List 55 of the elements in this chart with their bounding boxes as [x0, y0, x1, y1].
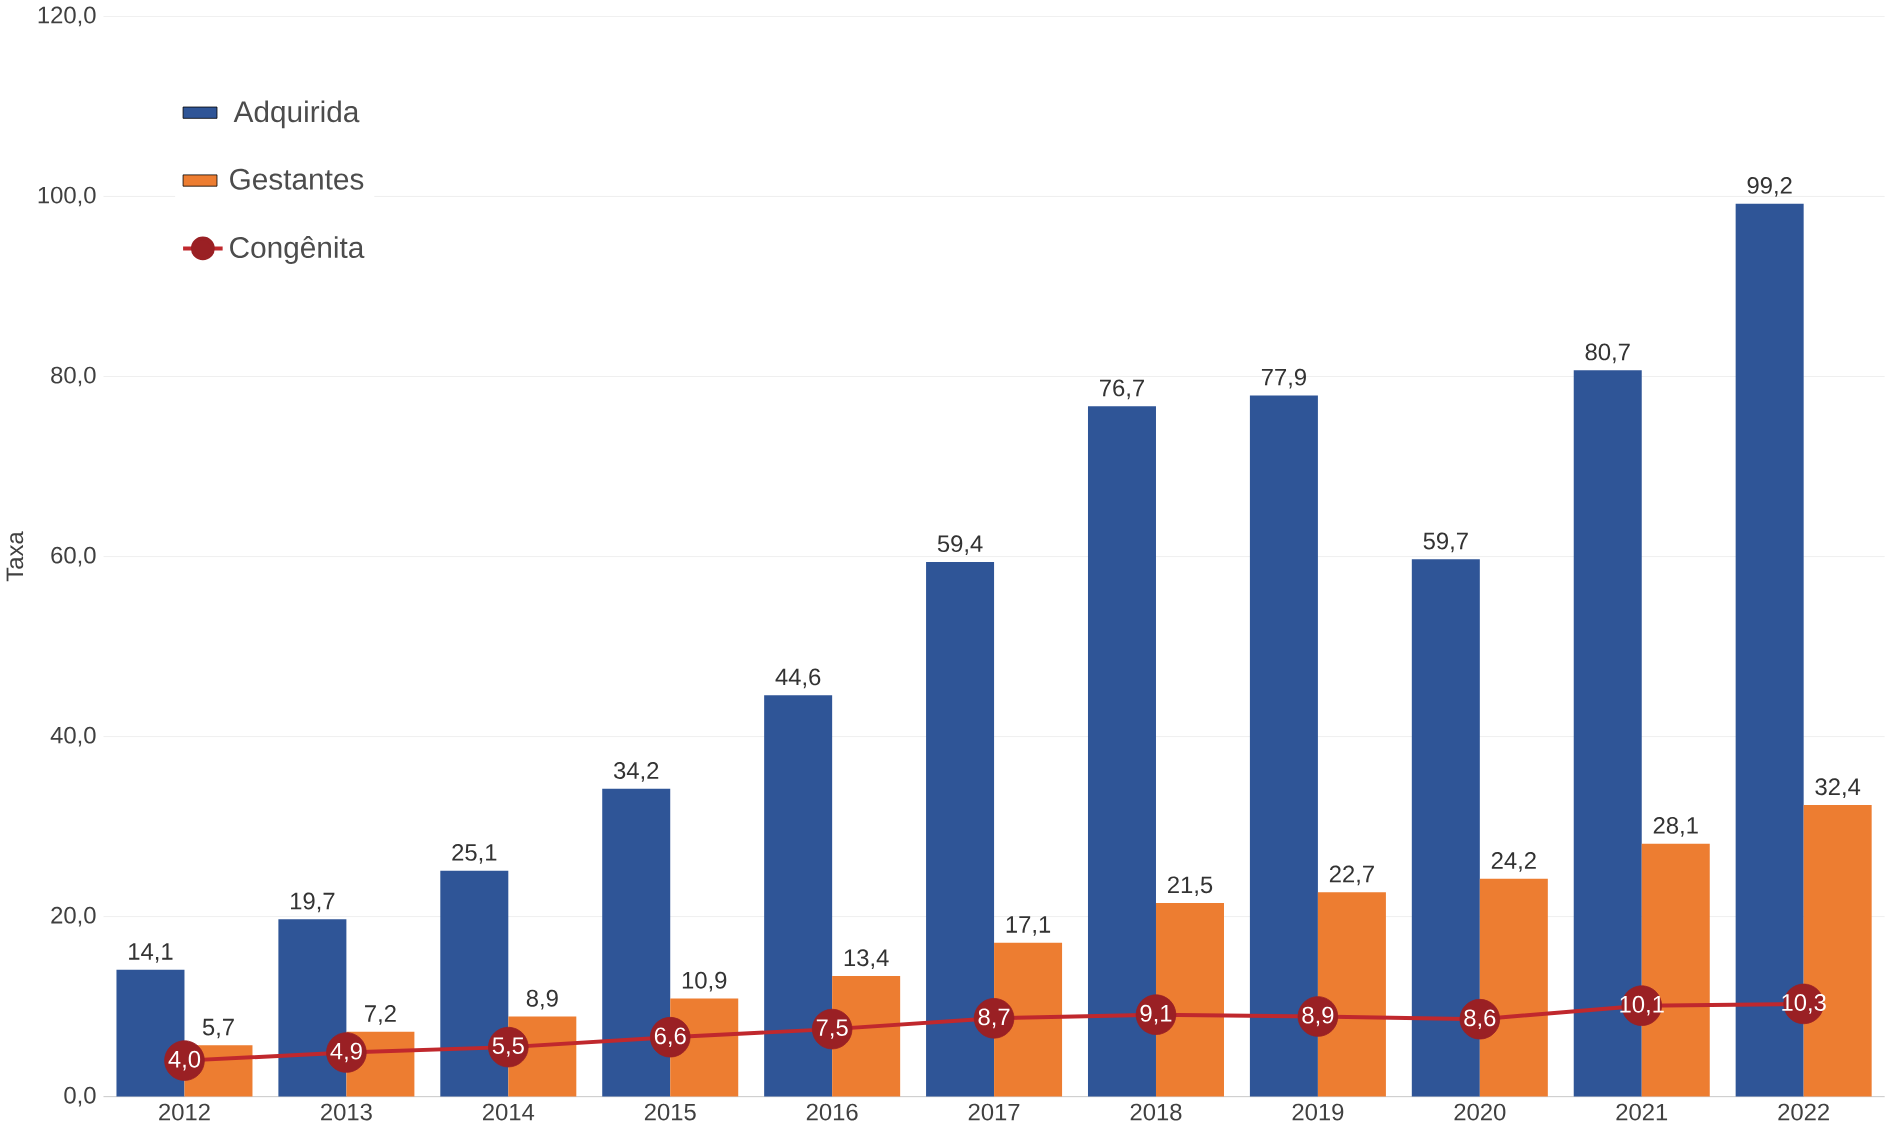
data-label: 10,3	[1782, 994, 1826, 1014]
data-label: 34,2	[613, 762, 659, 782]
x-tick-label: 2018	[1130, 1103, 1182, 1121]
data-label: 4,0	[168, 1050, 201, 1071]
y-tick-label: 0,0	[64, 1086, 96, 1107]
data-label: 76,7	[1100, 379, 1144, 400]
data-label: 24,2	[1491, 852, 1536, 872]
legend-label: Adquirida	[233, 100, 360, 129]
data-label: 5,7	[202, 1018, 234, 1039]
x-tick-label: 2013	[321, 1103, 372, 1121]
data-label: 59,4	[937, 535, 983, 555]
data-label: 28,1	[1653, 816, 1698, 837]
x-tick-label: 2021	[1616, 1103, 1668, 1121]
data-label: 13,4	[844, 949, 889, 969]
data-label: 4,9	[330, 1042, 362, 1063]
y-tick-label: 20,0	[51, 906, 96, 927]
data-label: 14,1	[129, 943, 173, 963]
y-axis-title: Taxa	[6, 531, 24, 582]
data-label: 19,7	[291, 892, 335, 913]
x-tick-label: 2017	[968, 1103, 1020, 1121]
y-tick-label: 100,0	[38, 186, 96, 207]
x-tick-label: 2019	[1292, 1103, 1344, 1121]
y-tick-label: 40,0	[50, 726, 96, 747]
data-label: 22,7	[1329, 865, 1374, 886]
y-tick-label: 120,0	[38, 6, 96, 27]
data-label: 59,7	[1423, 532, 1468, 553]
data-label: 10,9	[682, 971, 727, 992]
data-label: 10,1	[1620, 995, 1664, 1016]
data-label: 32,4	[1815, 778, 1861, 798]
data-label: 8,7	[978, 1008, 1010, 1029]
data-label: 17,1	[1006, 916, 1051, 936]
x-tick-label: 2016	[806, 1103, 858, 1121]
x-tick-label: 2022	[1778, 1103, 1829, 1121]
data-label: 80,7	[1585, 343, 1630, 364]
x-tick-label: 2015	[644, 1103, 696, 1121]
data-label: 8,6	[1464, 1009, 1496, 1029]
data-label: 44,6	[775, 668, 821, 689]
legend-label: Congênita	[230, 236, 365, 264]
data-label: 7,5	[816, 1019, 848, 1039]
data-label: 99,2	[1747, 176, 1792, 197]
data-label: 5,5	[492, 1037, 524, 1057]
data-label: 8,9	[1302, 1006, 1334, 1027]
data-label: 25,1	[452, 843, 497, 864]
y-tick-label: 80,0	[51, 366, 96, 387]
data-label: 6,6	[654, 1027, 686, 1047]
data-label: 8,9	[526, 989, 558, 1010]
data-label: 77,9	[1261, 368, 1306, 389]
x-tick-label: 2020	[1454, 1103, 1506, 1121]
data-label: 9,1	[1140, 1004, 1172, 1025]
data-label: 21,5	[1167, 876, 1213, 897]
y-tick-label: 60,0	[51, 546, 96, 567]
legend-label: Gestantes	[230, 168, 364, 190]
x-tick-label: 2012	[159, 1103, 210, 1121]
data-label: 7,2	[365, 1005, 396, 1025]
x-tick-label: 2014	[482, 1103, 535, 1121]
